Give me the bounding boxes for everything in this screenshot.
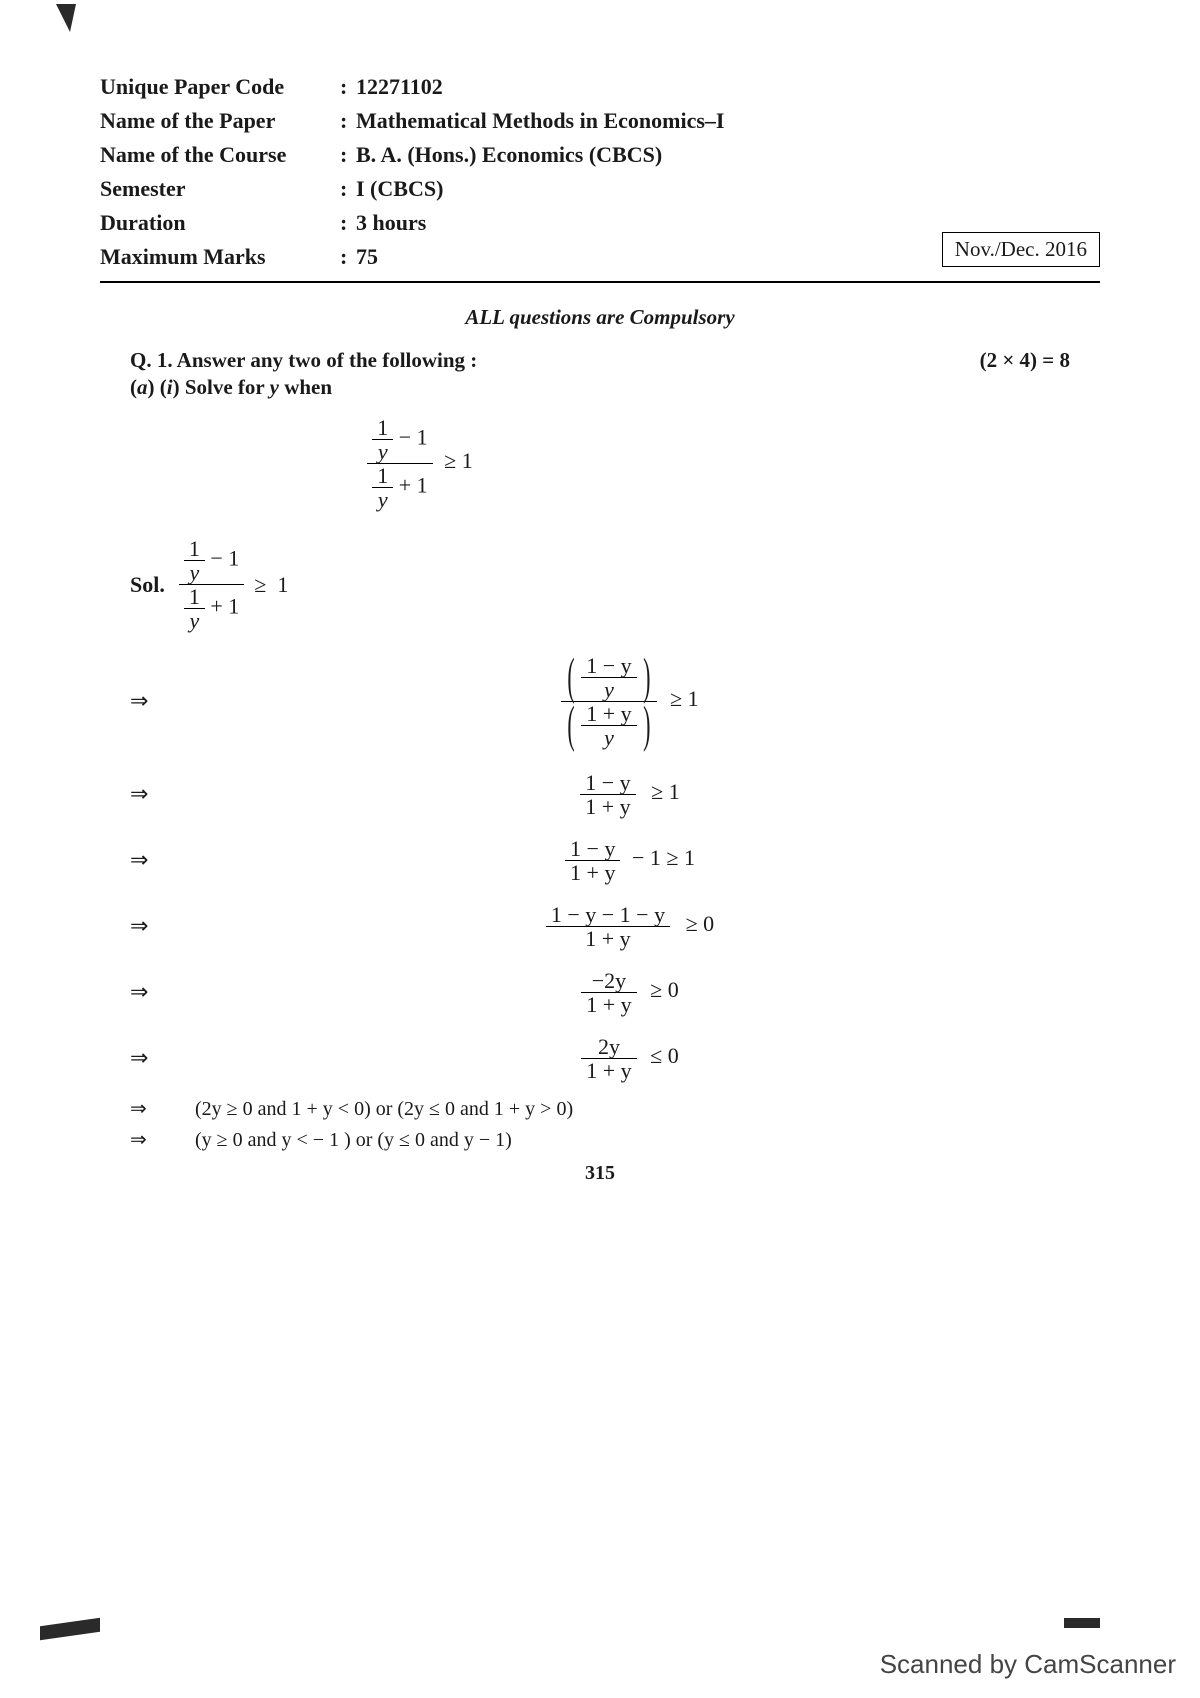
num: 1 − y	[581, 654, 636, 677]
page-content: Unique Paper Code : 12271102 Name of the…	[0, 0, 1200, 1225]
question-marks: (2 × 4) = 8	[980, 348, 1070, 373]
case-text: (2y ≥ 0 and 1 + y < 0) or (2y ≤ 0 and 1 …	[195, 1098, 573, 1120]
implies-icon: ⇒	[130, 913, 190, 939]
header-row: Name of the Course : B. A. (Hons.) Econo…	[100, 138, 1100, 172]
header-value: I (CBCS)	[356, 172, 1100, 206]
header-row: Semester : I (CBCS)	[100, 172, 1100, 206]
den: 1 + y	[581, 992, 636, 1016]
num: 1	[184, 537, 205, 560]
header-value: Mathematical Methods in Economics–I	[356, 104, 1100, 138]
question-sub: (a) (i) Solve for y when	[130, 375, 1070, 400]
den: 1 + y	[546, 926, 670, 950]
den: 1 + y	[581, 1058, 636, 1082]
rhs: ≤ 0	[650, 1043, 679, 1068]
rhs: − 1 ≥ 1	[632, 845, 695, 870]
header-label: Maximum Marks	[100, 240, 340, 274]
num: 1	[372, 416, 393, 439]
num: 2y	[581, 1035, 636, 1058]
colon: :	[340, 206, 356, 240]
num: 1	[372, 464, 393, 487]
header-label: Duration	[100, 206, 340, 240]
num: −2y	[581, 969, 636, 992]
rhs: ≥ 0	[686, 911, 715, 936]
derivation-step: ⇒ 1 − y 1 + y − 1 ≥ 1	[130, 832, 1070, 888]
num: 1	[184, 585, 205, 608]
case-line: ⇒ (y ≥ 0 and y < − 1 ) or (y ≤ 0 and y −…	[190, 1127, 1070, 1152]
header-value: 12271102	[356, 70, 1100, 104]
sol-label: Sol.	[130, 572, 165, 598]
case-text: (y ≥ 0 and y < − 1 ) or (y ≤ 0 and y − 1…	[195, 1129, 512, 1151]
implies-icon: ⇒	[130, 1096, 190, 1121]
scan-shadow	[1064, 1618, 1100, 1628]
instruction-text: ALL questions are Compulsory	[100, 305, 1100, 330]
plus-one: + 1	[210, 594, 239, 619]
num: 1 + y	[581, 702, 636, 725]
implies-icon: ⇒	[130, 1127, 190, 1152]
implies-icon: ⇒	[130, 1045, 190, 1071]
derivation-step: ⇒ ( 1 − y y ) ( 1 + y y )	[130, 646, 1070, 756]
header-label: Name of the Paper	[100, 104, 340, 138]
den: 1 + y	[580, 794, 635, 818]
colon: :	[340, 240, 356, 274]
den: 1 + y	[565, 860, 620, 884]
num: 1 − y − 1 − y	[546, 903, 670, 926]
header-label: Name of the Course	[100, 138, 340, 172]
question-text: Q. 1. Answer any two of the following :	[130, 348, 477, 373]
derivation-step: ⇒ 2y 1 + y ≤ 0	[130, 1030, 1070, 1086]
implies-icon: ⇒	[130, 781, 190, 807]
header-label: Unique Paper Code	[100, 70, 340, 104]
minus-one: − 1	[399, 424, 428, 449]
scan-shadow	[40, 1618, 100, 1640]
num: 1 − y	[580, 771, 635, 794]
derivation-step: ⇒ 1 − y − 1 − y 1 + y ≥ 0	[130, 898, 1070, 954]
colon: :	[340, 138, 356, 172]
implies-icon: ⇒	[130, 979, 190, 1005]
scanner-watermark: Scanned by CamScanner	[880, 1649, 1176, 1680]
colon: :	[340, 104, 356, 138]
den: y	[581, 677, 636, 701]
rhs: ≥ 1	[651, 779, 680, 804]
den: y	[372, 487, 393, 511]
page-number: 315	[100, 1162, 1100, 1185]
den: y	[581, 725, 636, 749]
horizontal-rule	[100, 281, 1100, 283]
num: 1 − y	[565, 837, 620, 860]
solution-start: Sol. 1 y − 1 1 y + 1 ≥ 1	[130, 537, 1070, 632]
main-expression: 1 y − 1 1 y + 1 ≥ 1	[0, 416, 1100, 511]
colon: :	[340, 70, 356, 104]
case-line: ⇒ (2y ≥ 0 and 1 + y < 0) or (2y ≤ 0 and …	[190, 1096, 1070, 1121]
ge-one: ≥ 1	[444, 448, 473, 473]
colon: :	[340, 172, 356, 206]
exam-date-box: Nov./Dec. 2016	[942, 232, 1100, 267]
derivation-step: ⇒ 1 − y 1 + y ≥ 1	[130, 766, 1070, 822]
derivation-step: ⇒ −2y 1 + y ≥ 0	[130, 964, 1070, 1020]
den: y	[372, 439, 393, 463]
den: y	[184, 608, 205, 632]
header-row: Unique Paper Code : 12271102	[100, 70, 1100, 104]
header-row: Name of the Paper : Mathematical Methods…	[100, 104, 1100, 138]
minus-one: − 1	[210, 546, 239, 571]
plus-one: + 1	[399, 472, 428, 497]
header-label: Semester	[100, 172, 340, 206]
question-line: Q. 1. Answer any two of the following : …	[130, 348, 1070, 373]
den: y	[184, 560, 205, 584]
ge-one: ≥ 1	[670, 686, 699, 711]
implies-icon: ⇒	[130, 847, 190, 873]
header-value: B. A. (Hons.) Economics (CBCS)	[356, 138, 1100, 172]
implies-icon: ⇒	[130, 688, 190, 714]
rhs: ≥ 0	[650, 977, 679, 1002]
